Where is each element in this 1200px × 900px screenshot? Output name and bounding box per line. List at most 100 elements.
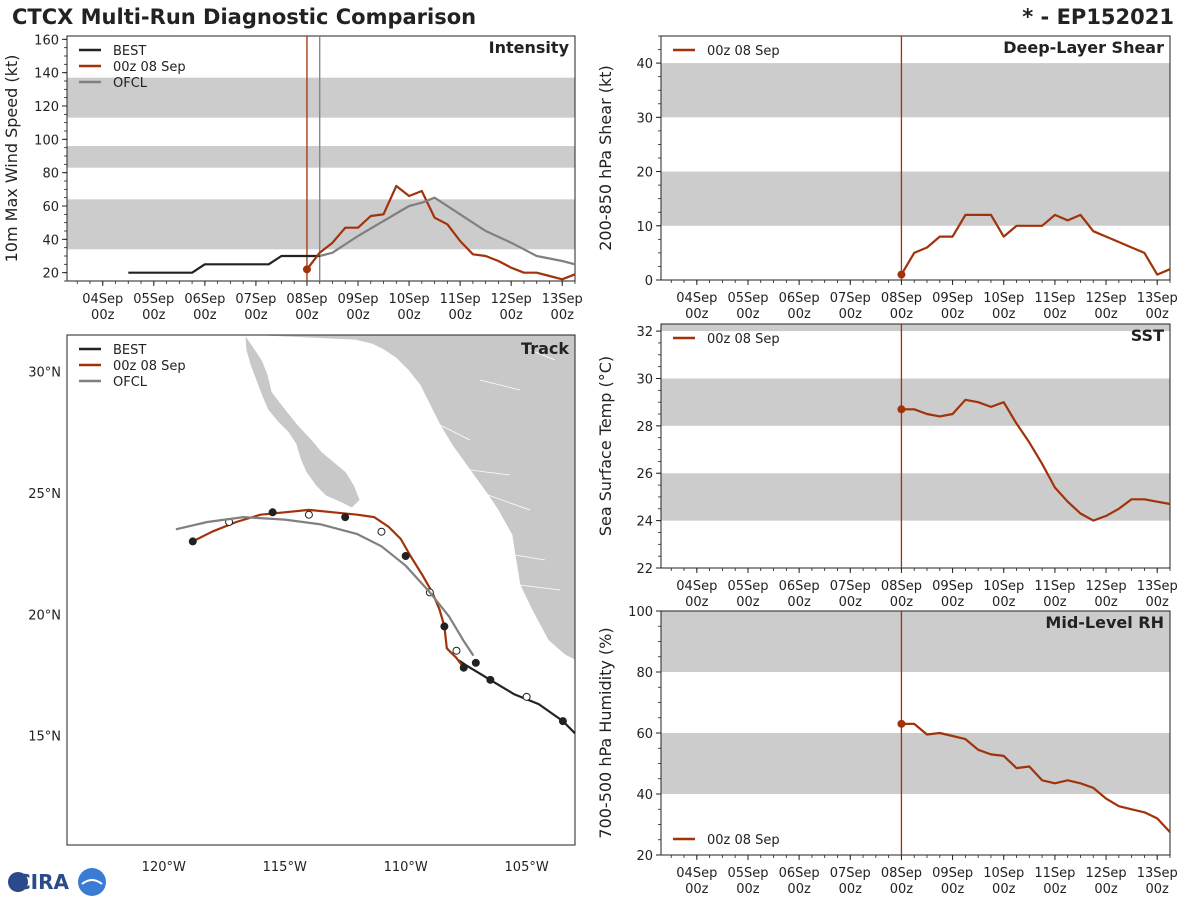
threshold-band: [661, 611, 1170, 672]
storm-id: * - EP152021: [1022, 5, 1174, 29]
x-tick-hour: 00z: [787, 882, 811, 897]
x-tick-label: 05Sep: [727, 866, 768, 881]
track-position-run: [268, 508, 277, 517]
x-tick-label: 05Sep: [727, 579, 768, 594]
series-line-run: [900, 213, 1171, 276]
y-tick-label: 60: [42, 200, 59, 215]
x-tick-label: 06Sep: [779, 866, 820, 881]
y-tick-label: 0: [645, 274, 653, 289]
x-tick-label: 12Sep: [1086, 291, 1127, 306]
x-tick-hour: 00z: [890, 595, 914, 610]
track-position-run: [304, 510, 313, 519]
y-axis-label: 10m Max Wind Speed (kt): [2, 55, 21, 263]
x-tick-label: 08Sep: [286, 292, 327, 307]
x-tick-label: 04Sep: [82, 292, 123, 307]
chart-title: CTCX Multi-Run Diagnostic Comparison: [12, 5, 477, 29]
track-position-run: [452, 646, 461, 655]
y-tick-label: 24: [636, 515, 653, 530]
y-tick-label: 40: [636, 788, 653, 803]
y-tick-label: 20: [636, 849, 653, 864]
x-tick-label: 10Sep: [983, 579, 1024, 594]
threshold-band: [67, 77, 575, 118]
x-tick-label: 13Sep: [1137, 579, 1178, 594]
x-tick-hour: 00z: [1146, 882, 1170, 897]
y-tick-label: 26: [636, 467, 653, 482]
x-tick-hour: 00z: [1094, 882, 1118, 897]
x-tick-hour: 00z: [839, 882, 863, 897]
x-tick-hour: 00z: [992, 595, 1016, 610]
threshold-band: [661, 378, 1170, 426]
x-tick-label: 11Sep: [440, 292, 481, 307]
y-tick-label: 20: [636, 166, 653, 181]
x-tick-label: 07Sep: [830, 579, 871, 594]
x-tick-label: 06Sep: [779, 579, 820, 594]
x-tick-hour: 00z: [1094, 595, 1118, 610]
x-tick-label: 08Sep: [881, 866, 922, 881]
x-tick-label: 09Sep: [337, 292, 378, 307]
series-line-best: [128, 254, 320, 274]
x-tick-label: 105°W: [505, 860, 549, 875]
x-tick-label: 04Sep: [676, 579, 717, 594]
y-tick-label: 28: [636, 420, 653, 435]
x-tick-hour: 00z: [941, 307, 965, 322]
panel-track: 120°W 115°W 110°W 105°W 15°N 20°N 25°N 30°N: [28, 365, 549, 875]
series-line-run: [306, 184, 576, 281]
x-tick-hour: 00z: [346, 308, 370, 323]
track-line-run: [192, 508, 465, 669]
x-tick-label: 07Sep: [235, 292, 276, 307]
y-tick-label: 30: [636, 372, 653, 387]
y-tick-label: 20°N: [28, 608, 61, 623]
land-baja: [244, 335, 361, 509]
y-axis-label: 200-850 hPa Shear (kt): [596, 65, 615, 251]
x-tick-hour: 00z: [91, 308, 115, 323]
threshold-band: [661, 63, 1170, 118]
track-data: [175, 508, 575, 735]
plot-frame: [66, 334, 576, 846]
track-position-best: [471, 658, 480, 667]
panel-title: Mid-Level RH: [1045, 613, 1164, 632]
threshold-band: [661, 324, 1170, 332]
x-tick-hour: 00z: [685, 595, 709, 610]
track-position-run: [188, 537, 197, 546]
panel-title: Track: [521, 339, 569, 358]
x-tick-hour: 00z: [941, 882, 965, 897]
legend-label: 00z 08 Sep: [113, 60, 186, 75]
x-tick-hour: 00z: [736, 595, 760, 610]
x-tick-hour: 00z: [1094, 307, 1118, 322]
y-tick-label: 80: [636, 666, 653, 681]
y-tick-label: 140: [34, 67, 59, 82]
y-tick-label: 100: [628, 605, 653, 620]
panel-title: Deep-Layer Shear: [1003, 38, 1164, 57]
track-position-run: [341, 513, 350, 522]
series-line-run: [901, 722, 1171, 833]
x-tick-hour: 00z: [685, 307, 709, 322]
y-axis-label: 700-500 hPa Humidity (%): [596, 627, 615, 838]
legend-label: 00z 08 Sep: [707, 332, 780, 347]
x-tick-label: 05Sep: [727, 291, 768, 306]
x-tick-label: 13Sep: [542, 292, 583, 307]
threshold-band: [67, 199, 575, 250]
x-tick-hour: 00z: [839, 595, 863, 610]
x-tick-label: 09Sep: [932, 579, 973, 594]
threshold-band: [661, 473, 1170, 521]
x-tick-hour: 00z: [890, 307, 914, 322]
y-tick-label: 100: [34, 133, 59, 148]
start-marker-run: [897, 719, 906, 728]
x-tick-label: 13Sep: [1137, 291, 1178, 306]
panel-rh: 2040608010004Sep00z05Sep00z06Sep00z07Sep…: [596, 605, 1178, 897]
cira-logo: CIRA: [8, 868, 106, 896]
x-tick-hour: 00z: [736, 307, 760, 322]
track-position-run: [401, 552, 410, 560]
track-position-run: [440, 622, 449, 631]
x-tick-label: 07Sep: [830, 866, 871, 881]
x-tick-label: 12Sep: [491, 292, 532, 307]
x-tick-hour: 00z: [1043, 595, 1067, 610]
land-map: [244, 335, 575, 661]
series-line-run: [901, 398, 1171, 522]
threshold-band: [67, 146, 575, 168]
legend-label: 00z 08 Sep: [707, 44, 780, 59]
panel-intensity: 2040608010012014016004Sep00z05Sep00z06Se…: [2, 33, 583, 323]
y-tick-label: 15°N: [28, 730, 61, 745]
x-tick-label: 08Sep: [881, 579, 922, 594]
x-tick-hour: 00z: [1146, 595, 1170, 610]
